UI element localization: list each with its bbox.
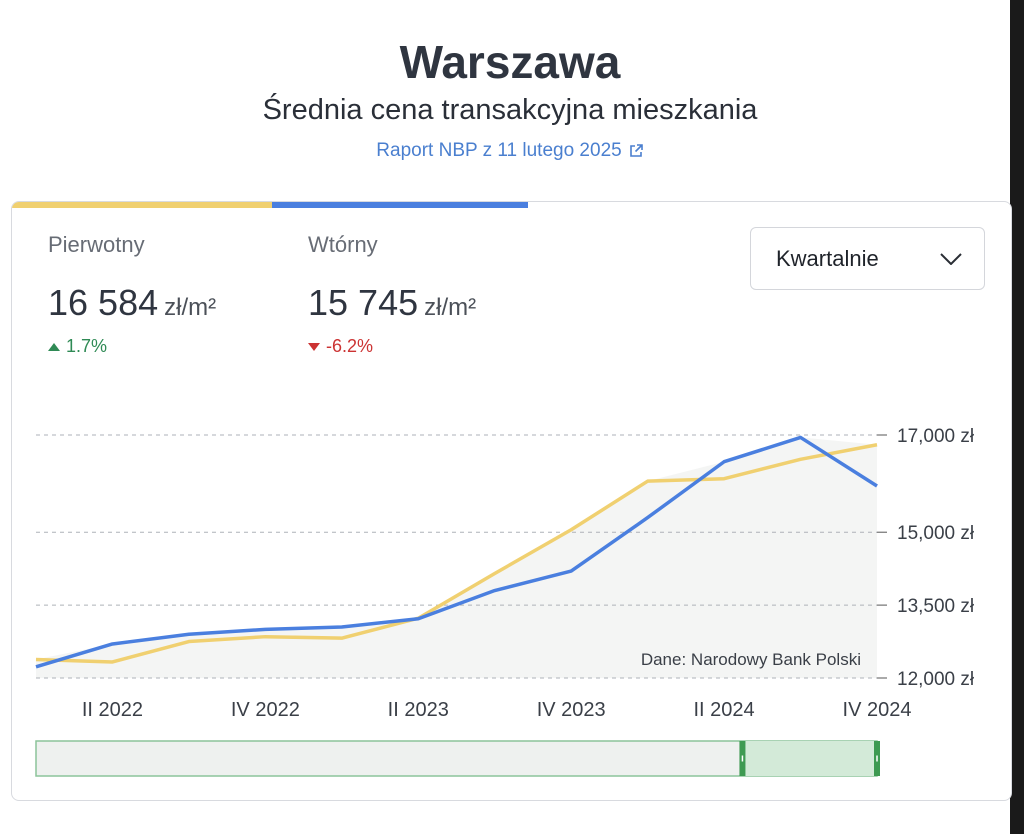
stat-number: 15 745: [308, 282, 419, 323]
series-line-1: [35, 435, 878, 669]
stat-change-value: 1.7%: [66, 336, 108, 356]
page-subtitle: Średnia cena transakcyjna mieszkania: [262, 94, 758, 126]
series-line-0: [35, 443, 878, 664]
stat-change: -6.2%: [308, 336, 476, 357]
triangle-up-icon: [48, 342, 60, 351]
x-tick-label: IV 2022: [231, 699, 300, 721]
report-link-label: Raport NBP z 11 lutego 2025: [376, 140, 622, 161]
range-brush-selection[interactable]: [742, 741, 877, 776]
y-tick-label: 15,000 zł: [897, 523, 975, 544]
tab-indicator-wtorny[interactable]: [272, 202, 528, 208]
tab-indicator-pierwotny[interactable]: [12, 202, 272, 208]
stat-unit: zł/m²: [424, 294, 477, 321]
period-dropdown[interactable]: Kwartalnie: [750, 227, 985, 290]
stat-change-value: -6.2%: [326, 336, 374, 356]
y-tick-label: 17,000 zł: [897, 426, 975, 447]
chevron-down-icon: [940, 252, 962, 265]
stat-value: 15 745 zł/m²: [308, 282, 476, 324]
window-edge: [1010, 0, 1024, 834]
triangle-down-icon: [308, 342, 320, 351]
x-tick-label: IV 2024: [843, 699, 912, 721]
stat-change: 1.7%: [48, 336, 216, 357]
y-tick-label: 12,000 zł: [897, 669, 975, 690]
page-title: Warszawa: [399, 36, 621, 88]
page-header: Warszawa Średnia cena transakcyjna miesz…: [0, 34, 1020, 162]
report-link[interactable]: Raport NBP z 11 lutego 2025: [376, 140, 643, 162]
stat-label: Wtórny: [308, 232, 378, 257]
stat-pierwotny[interactable]: Pierwotny 16 584 zł/m² 1.7%: [48, 232, 216, 357]
x-tick-label: II 2023: [388, 699, 449, 721]
stat-unit: zł/m²: [164, 294, 217, 321]
source-note: Dane: Narodowy Bank Polski: [641, 650, 861, 669]
chart-card: Pierwotny 16 584 zł/m² 1.7% Wtórny 15 745…: [11, 201, 1012, 801]
x-tick-label: II 2022: [82, 699, 143, 721]
x-tick-label: II 2024: [694, 699, 755, 721]
stat-value: 16 584 zł/m²: [48, 282, 216, 324]
y-tick-label: 13,500 zł: [897, 596, 975, 617]
external-link-icon: [629, 144, 643, 157]
line-chart: 12,000 zł 13,500 zł 15,000 zł 17,000 zł Dane…: [35, 426, 975, 777]
stat-number: 16 584: [48, 282, 159, 323]
period-dropdown-value: Kwartalnie: [776, 245, 879, 271]
stat-label: Pierwotny: [48, 232, 145, 257]
chart-area-fill: [36, 437, 877, 678]
stat-wtorny[interactable]: Wtórny 15 745 zł/m² -6.2%: [308, 232, 476, 357]
x-tick-label: IV 2023: [537, 699, 606, 721]
